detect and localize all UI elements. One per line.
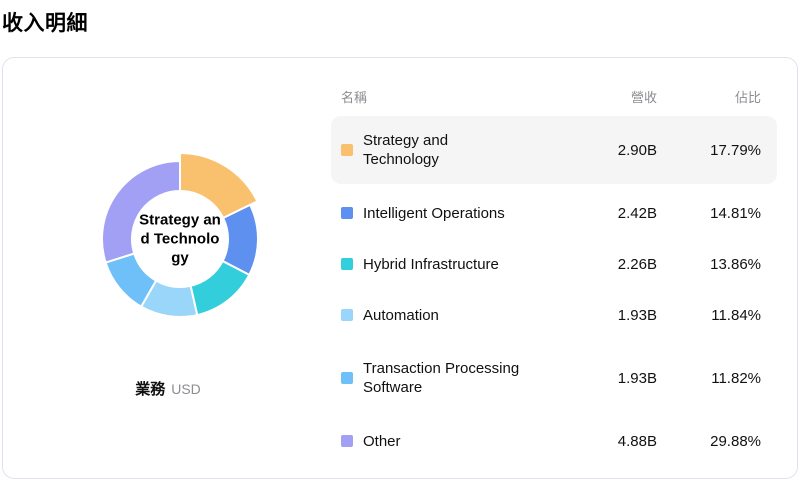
table-row-strategy-and-technology[interactable]: Strategy and Technology 2.90B 17.79%	[331, 116, 777, 184]
chart-caption: 業務 USD	[3, 378, 333, 399]
legend-swatch-icon	[341, 372, 353, 384]
row-revenue: 2.26B	[617, 255, 657, 273]
legend-swatch-icon	[341, 309, 353, 321]
row-revenue: 2.42B	[617, 204, 657, 222]
row-revenue: 1.93B	[617, 306, 657, 324]
revenue-breakdown-card: Strategy and Technology 業務 USD 名稱 營收 佔比 S…	[2, 57, 798, 479]
row-name: Hybrid Infrastructure	[363, 255, 499, 273]
table-row-intelligent-operations[interactable]: Intelligent Operations 2.42B 14.81%	[331, 191, 777, 235]
column-header-revenue: 營收	[630, 89, 657, 105]
legend-swatch-icon	[341, 258, 353, 270]
chart-caption-unit: USD	[171, 381, 201, 397]
chart-caption-label: 業務	[135, 381, 166, 398]
row-revenue: 1.93B	[617, 369, 657, 387]
legend-swatch-icon	[341, 207, 353, 219]
row-name: Automation	[363, 306, 439, 324]
row-revenue: 4.88B	[617, 432, 657, 450]
table-row-automation[interactable]: Automation 1.93B 11.84%	[331, 293, 777, 337]
table-row-other[interactable]: Other 4.88B 29.88%	[331, 419, 777, 463]
donut-center-label: Strategy and Technology	[139, 211, 221, 267]
table-header: 名稱 營收 佔比	[331, 86, 777, 106]
row-name: Strategy and Technology	[363, 132, 449, 168]
row-name: Other	[363, 432, 401, 450]
row-percent: 29.88%	[710, 432, 761, 450]
legend-swatch-icon	[341, 435, 353, 447]
table-row-transaction-processing-software[interactable]: Transaction Processing Software 1.93B 11…	[331, 344, 777, 412]
donut-chart-pane: Strategy and Technology 業務 USD	[3, 58, 333, 478]
row-revenue: 2.90B	[617, 141, 657, 159]
pie-slice-other[interactable]	[101, 160, 181, 264]
page-title: 收入明細	[2, 12, 88, 35]
donut-chart-wrap: Strategy and Technology	[69, 128, 291, 350]
row-percent: 13.86%	[710, 255, 761, 273]
row-percent: 11.82%	[711, 369, 761, 387]
column-header-percent: 佔比	[734, 89, 761, 105]
legend-swatch-icon	[341, 144, 353, 156]
row-percent: 11.84%	[711, 306, 761, 324]
column-header-name: 名稱	[341, 89, 368, 105]
table-row-hybrid-infrastructure[interactable]: Hybrid Infrastructure 2.26B 13.86%	[331, 242, 777, 286]
row-percent: 17.79%	[710, 141, 761, 159]
row-percent: 14.81%	[710, 204, 761, 222]
pie-slice-strategy-and-technology[interactable]	[179, 152, 259, 219]
donut-chart	[101, 152, 259, 318]
legend-table: 名稱 營收 佔比 Strategy and Technology 2.90B 1…	[331, 86, 777, 470]
row-name: Intelligent Operations	[363, 204, 505, 222]
row-name: Transaction Processing Software	[363, 360, 520, 396]
